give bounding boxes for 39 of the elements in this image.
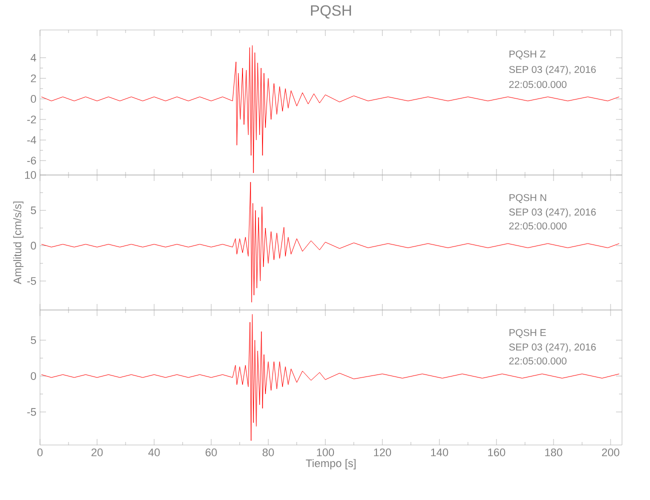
line-series — [41, 45, 620, 174]
line-series — [41, 314, 620, 441]
x-tick-label: 120 — [374, 448, 392, 456]
y-tick-label: 4 — [30, 54, 36, 62]
y-tick-label: 0 — [30, 95, 36, 103]
x-tick-label: 80 — [262, 448, 274, 456]
x-tick-label: 140 — [431, 448, 448, 456]
annotation: 22:05:00.000 — [509, 357, 566, 364]
x-axis-title: Tiempo [s] — [306, 459, 356, 470]
annotation: PQSH Z — [510, 50, 546, 60]
annotation: SEP 03 (247), 2016 — [509, 66, 596, 75]
y-tick-label: 10 — [25, 171, 36, 179]
y-tick-label: -5 — [27, 277, 36, 285]
line-series — [41, 182, 620, 302]
annotation: 22:05:00.000 — [509, 80, 566, 88]
x-tick-label: 20 — [92, 448, 103, 456]
x-tick-label: 200 — [602, 448, 620, 456]
annotation: PQSH N — [510, 194, 546, 203]
y-tick-label: 2 — [30, 74, 36, 82]
x-tick-label: 0 — [37, 448, 43, 456]
y-tick-label: -6 — [27, 156, 36, 164]
y-tick-label: 0 — [30, 242, 36, 250]
x-tick-label: 160 — [488, 448, 506, 456]
annotation: 22:05:00.000 — [509, 222, 566, 230]
annotation: SEP 03 (247), 2016 — [509, 343, 596, 353]
annotation: PQSH E — [510, 329, 546, 338]
annotation: SEP 03 (247), 2016 — [509, 208, 596, 218]
y-axis-title: Amplitud [cm/s/s] — [13, 202, 24, 284]
y-tick-label: -2 — [27, 116, 36, 124]
x-tick-label: 60 — [206, 448, 217, 456]
y-tick-label: -4 — [27, 136, 36, 144]
y-tick-label: 5 — [30, 336, 36, 344]
chart-title: PQSH — [311, 5, 351, 18]
x-tick-label: 100 — [316, 448, 334, 456]
y-tick-label: 5 — [30, 206, 36, 214]
y-tick-label: -5 — [27, 408, 36, 416]
x-tick-label: 180 — [545, 448, 562, 456]
x-tick-label: 40 — [148, 448, 160, 456]
y-tick-label: 0 — [30, 372, 36, 380]
